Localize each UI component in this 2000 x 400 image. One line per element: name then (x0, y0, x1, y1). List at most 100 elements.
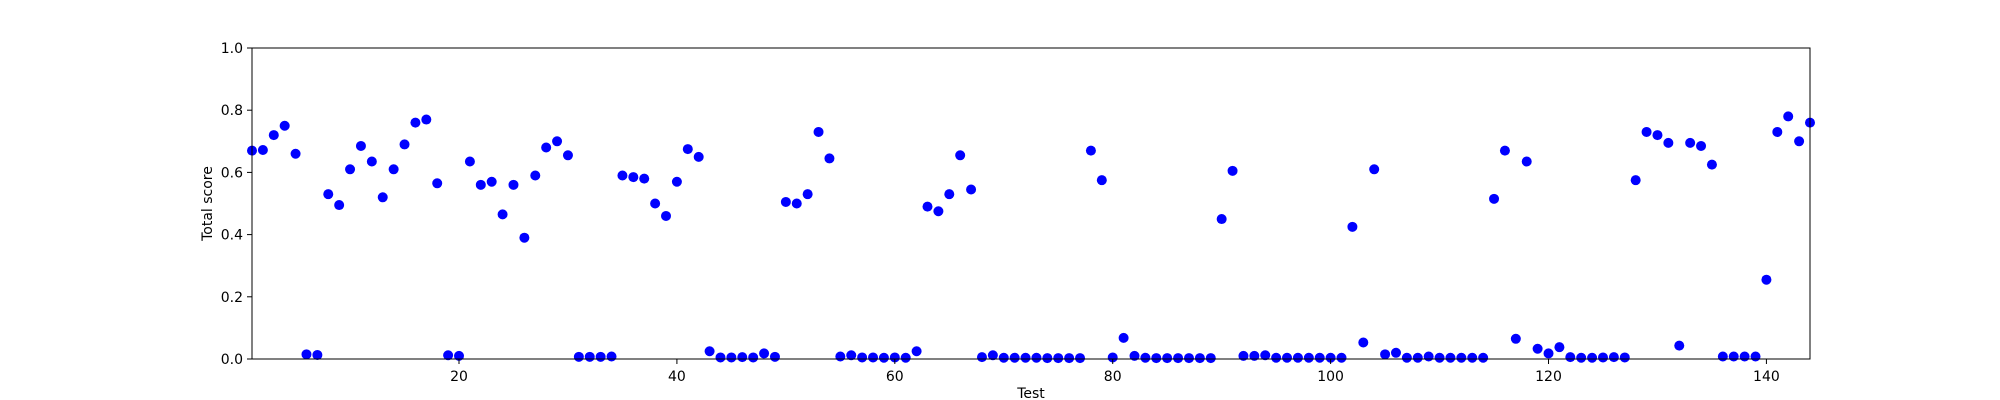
data-point (1096, 175, 1107, 186)
data-point (846, 350, 857, 361)
data-point (1369, 164, 1380, 175)
data-point (1489, 193, 1500, 204)
data-point (1271, 352, 1282, 363)
data-point (432, 178, 443, 189)
data-point (399, 139, 410, 150)
x-tick-label: 40 (668, 369, 686, 385)
data-point (835, 351, 846, 362)
data-point (813, 126, 824, 137)
data-point (759, 348, 770, 359)
data-point (366, 156, 377, 167)
data-point (1303, 352, 1314, 363)
data-point (998, 352, 1009, 363)
data-point (1380, 349, 1391, 360)
data-point (1783, 111, 1794, 122)
data-point (1532, 343, 1543, 354)
data-point (1576, 352, 1587, 363)
data-point (1445, 352, 1456, 363)
data-point (1064, 353, 1075, 364)
data-point (1663, 137, 1674, 148)
data-point (1020, 352, 1031, 363)
data-point (1249, 350, 1260, 361)
data-point (334, 200, 345, 211)
data-point (1042, 353, 1053, 364)
data-point (421, 114, 432, 125)
data-point (682, 144, 693, 155)
data-point (737, 352, 748, 363)
data-point (290, 148, 301, 159)
data-point (1685, 137, 1696, 148)
data-point (955, 150, 966, 161)
data-point (1456, 352, 1467, 363)
data-point (911, 346, 922, 357)
data-point (1031, 352, 1042, 363)
data-point (508, 179, 519, 190)
data-point (1118, 332, 1129, 343)
data-point (1358, 337, 1369, 348)
data-point (1183, 353, 1194, 364)
data-point (944, 189, 955, 200)
data-point (301, 349, 312, 360)
data-point (475, 179, 486, 190)
y-tick-label: 0.2 (221, 290, 243, 306)
x-axis-ticks: 20 40 60 80 100 120 140 (450, 359, 1780, 385)
data-point (443, 350, 454, 361)
data-point (1412, 352, 1423, 363)
data-point (1641, 126, 1652, 137)
data-point (1205, 353, 1216, 364)
data-point (388, 164, 399, 175)
data-point (552, 136, 563, 147)
data-point (1423, 351, 1434, 362)
data-point (1107, 352, 1118, 363)
data-point (1554, 342, 1565, 353)
y-tick-label: 1.0 (221, 41, 243, 57)
data-point (1467, 352, 1478, 363)
data-point (933, 206, 944, 217)
data-point (410, 117, 421, 128)
y-axis-ticks: 0.0 0.2 0.4 0.6 0.8 1.0 (221, 41, 252, 368)
data-point (1619, 352, 1630, 363)
data-point (1499, 145, 1510, 156)
y-tick-label: 0.0 (221, 352, 243, 368)
data-point (1608, 352, 1619, 363)
data-point (1794, 136, 1805, 147)
data-point (257, 145, 268, 156)
data-point (671, 176, 682, 187)
data-point (987, 350, 998, 361)
data-point (661, 210, 672, 221)
data-point (900, 352, 911, 363)
data-point (976, 352, 987, 363)
data-point (584, 351, 595, 362)
data-point (1652, 130, 1663, 141)
data-point (1434, 352, 1445, 363)
data-point (1227, 165, 1238, 176)
x-tick-label: 20 (450, 369, 468, 385)
data-point (704, 346, 715, 357)
data-point (824, 153, 835, 164)
data-point (1543, 348, 1554, 359)
data-point (769, 351, 780, 362)
data-point (1151, 353, 1162, 364)
data-point (519, 232, 530, 243)
data-point (1282, 352, 1293, 363)
data-point (1336, 352, 1347, 363)
data-point (1075, 353, 1086, 364)
data-point (1140, 352, 1151, 363)
data-point (1478, 352, 1489, 363)
x-tick-label: 80 (1104, 369, 1122, 385)
data-point (1706, 159, 1717, 170)
data-point (1162, 353, 1173, 364)
data-point (1521, 156, 1532, 167)
data-point (1510, 333, 1521, 344)
data-point (345, 164, 356, 175)
data-point (1772, 126, 1783, 137)
data-point (1630, 175, 1641, 186)
data-point (1696, 140, 1707, 151)
data-point (1761, 274, 1772, 285)
data-point (279, 120, 290, 131)
data-point (639, 173, 650, 184)
data-point (1390, 347, 1401, 358)
data-point (1260, 350, 1271, 361)
data-point (541, 142, 552, 153)
